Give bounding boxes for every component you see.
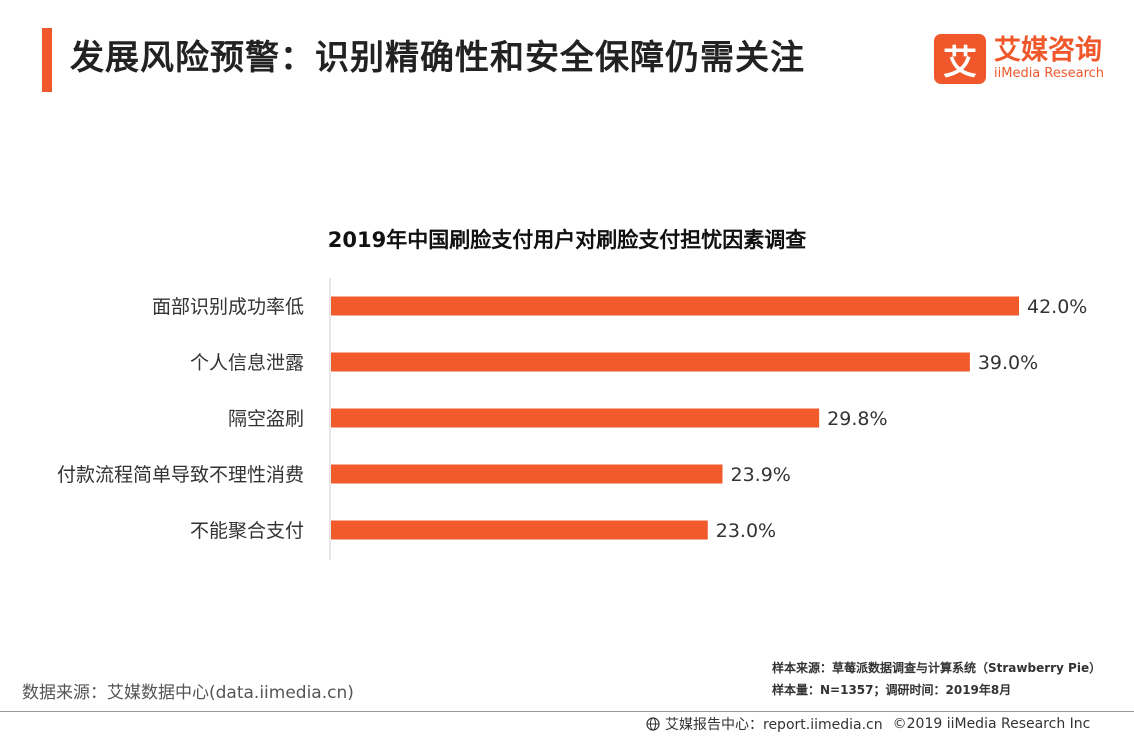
logo-name-cn: 艾媒咨询 bbox=[994, 35, 1102, 66]
footer-divider bbox=[0, 711, 1134, 712]
value-label-2: 29.8% bbox=[827, 408, 887, 430]
bar-1 bbox=[331, 352, 970, 372]
logo-name-en: iiMedia Research bbox=[994, 66, 1105, 81]
page-title: 发展风险预警：识别精确性和安全保障仍需关注 bbox=[70, 38, 805, 78]
category-label-1: 个人信息泄露 bbox=[190, 352, 304, 374]
data-source: 数据来源：艾媒数据中心(data.iimedia.cn) bbox=[22, 683, 354, 703]
logo-text: 艾媒咨询 iiMedia Research bbox=[994, 36, 1104, 82]
report-center: 艾媒报告中心：report.iimedia.cn bbox=[665, 717, 883, 733]
value-label-3: 23.9% bbox=[731, 464, 791, 486]
bar-chart: 面部识别成功率低 42.0% 个人信息泄露 39.0% 隔空盗刷 29.8% 付款流程简单导… bbox=[57, 278, 1087, 560]
value-label-4: 23.0% bbox=[716, 520, 776, 542]
bar-4 bbox=[331, 520, 708, 540]
bar-0 bbox=[331, 296, 1019, 316]
title-accent-bar bbox=[42, 28, 52, 92]
globe-icon bbox=[646, 717, 660, 731]
bar-3 bbox=[331, 464, 723, 484]
category-label-2: 隔空盗刷 bbox=[228, 408, 304, 430]
copyright-text: ©2019 iiMedia Research Inc bbox=[892, 716, 1091, 732]
sample-source: 样本来源：草莓派数据调查与计算系统（Strawberry Pie） bbox=[772, 661, 1102, 675]
logo: 艾 艾媒咨询 iiMedia Research bbox=[934, 34, 1104, 84]
category-label-0: 面部识别成功率低 bbox=[152, 296, 304, 318]
chart-title: 2019年中国刷脸支付用户对刷脸支付担忧因素调查 bbox=[327, 228, 807, 252]
footer-copyright: 艾媒报告中心：report.iimedia.cn ©2019 iiMedia R… bbox=[646, 714, 1090, 734]
category-label-3: 付款流程简单导致不理性消费 bbox=[57, 464, 304, 486]
bar-2 bbox=[331, 408, 820, 428]
category-label-4: 不能聚合支付 bbox=[190, 520, 304, 542]
value-label-0: 42.0% bbox=[1027, 296, 1087, 318]
sample-size: 样本量：N=1357；调研时间：2019年8月 bbox=[772, 683, 1012, 697]
sample-info: 样本来源：草莓派数据调查与计算系统（Strawberry Pie） 样本量：N=… bbox=[772, 657, 1101, 701]
value-label-1: 39.0% bbox=[978, 352, 1038, 374]
logo-mark: 艾 bbox=[934, 34, 986, 84]
